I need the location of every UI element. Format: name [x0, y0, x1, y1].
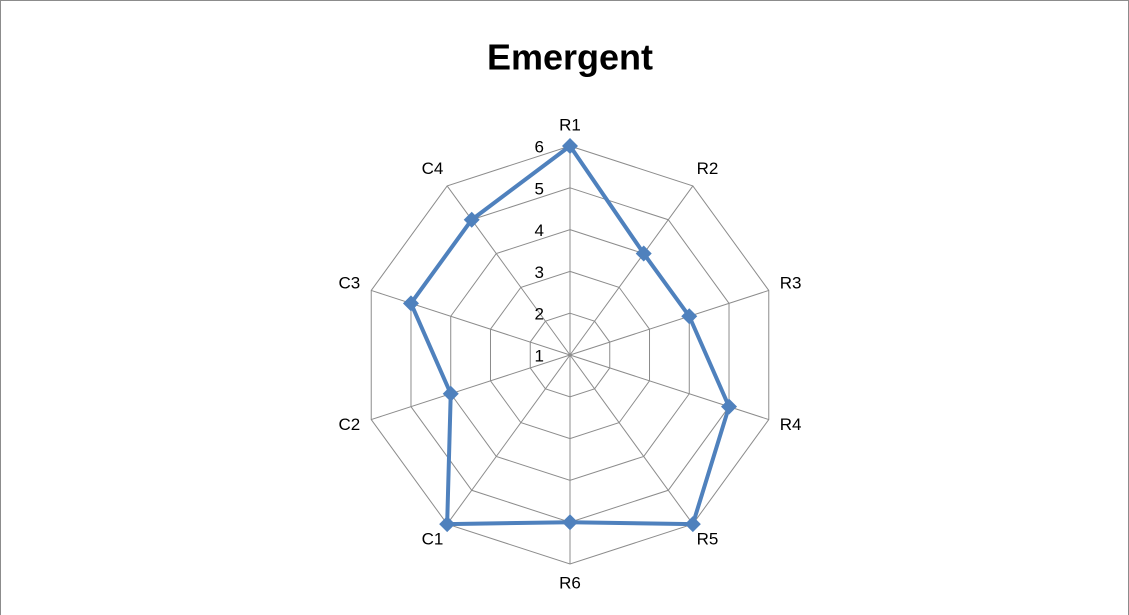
marker: [562, 514, 578, 531]
tick-label: 1: [535, 346, 544, 365]
marker: [562, 138, 578, 154]
category-label: C4: [422, 159, 444, 178]
spoke: [569, 289, 769, 356]
category-label: C1: [422, 530, 444, 549]
category-label: C3: [338, 274, 360, 293]
tick-label: 4: [535, 221, 544, 240]
spoke: [371, 354, 571, 421]
marker: [442, 385, 459, 402]
marker: [463, 211, 480, 228]
marker: [721, 398, 738, 415]
spoke: [446, 185, 571, 356]
spoke: [569, 354, 769, 421]
spoke: [569, 354, 694, 525]
category-label: R5: [697, 530, 719, 549]
category-label: R1: [559, 115, 581, 134]
category-label: C2: [338, 415, 360, 434]
spoke: [371, 289, 571, 356]
marker: [439, 516, 456, 533]
tick-label: 2: [535, 305, 544, 324]
tick-label: 3: [535, 263, 544, 282]
marker: [635, 245, 652, 262]
category-label: R2: [697, 159, 719, 178]
tick-label: 5: [535, 179, 544, 198]
marker: [402, 295, 419, 312]
category-label: R3: [780, 274, 802, 293]
marker: [681, 308, 698, 325]
chart-title: Emergent: [487, 37, 653, 78]
category-label: R6: [559, 573, 581, 592]
tick-label: 6: [535, 137, 544, 156]
category-label: R4: [780, 415, 802, 434]
marker: [684, 516, 701, 533]
spoke: [569, 185, 694, 356]
spoke: [446, 354, 571, 525]
